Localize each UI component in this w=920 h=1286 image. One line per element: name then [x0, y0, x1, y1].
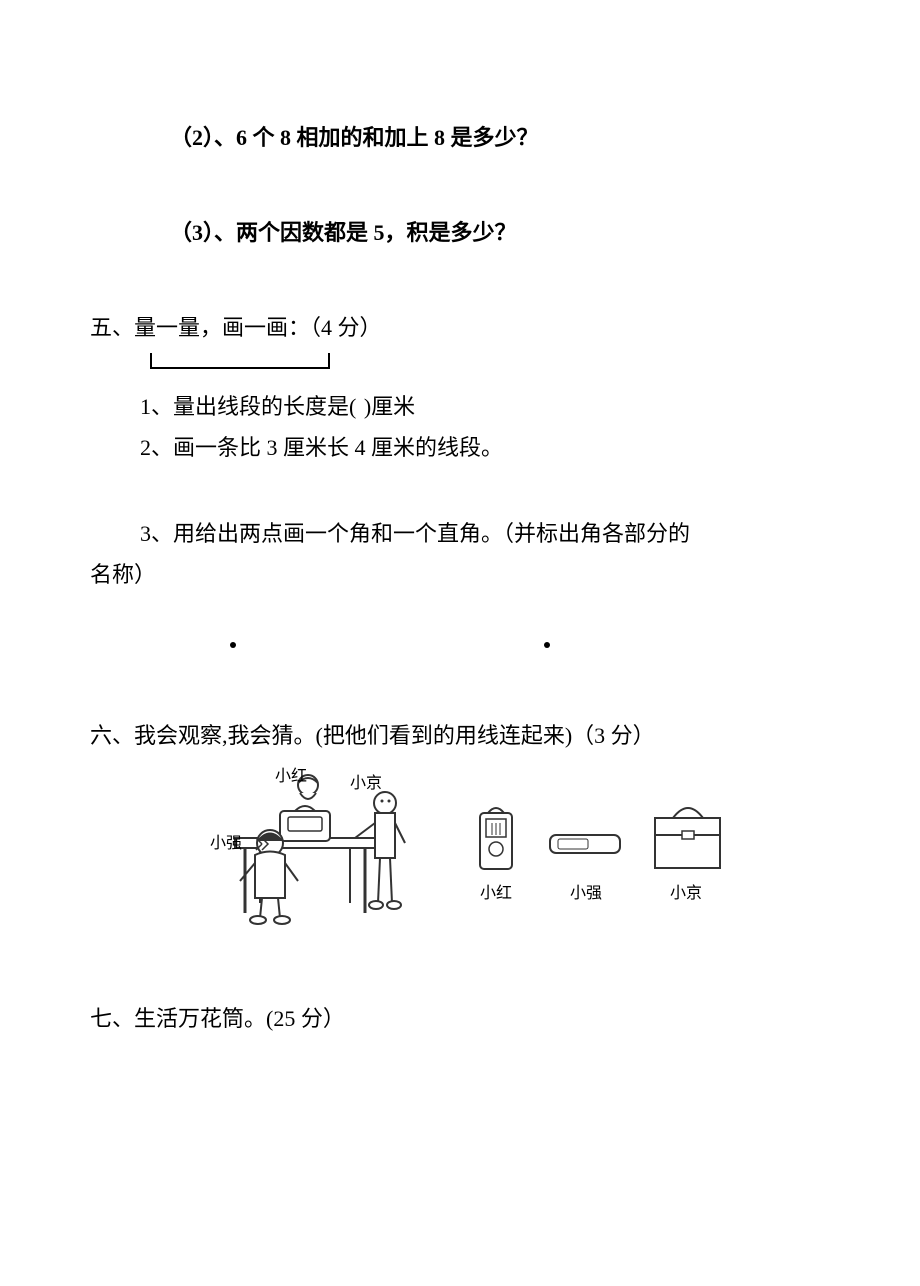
child-body-icon [300, 793, 316, 799]
line-segment-icon [150, 353, 330, 369]
child-label-xiaohong: 小红 [275, 767, 307, 785]
child-foot-icon [274, 916, 290, 924]
bag-side-icon [655, 818, 720, 868]
item1-blank [356, 394, 364, 419]
section-6-title: 六、我会观察,我会猜。(把他们看到的用线连起来)（3 分） [90, 718, 830, 753]
child-arm-icon [395, 823, 405, 843]
radio-top-detail-icon [558, 839, 588, 849]
child-head-icon [374, 792, 396, 814]
question-3: （3）、两个因数都是 5，积是多少？ [90, 215, 830, 250]
child-foot-icon [387, 901, 401, 909]
section-5-item-3-line1: 3、用给出两点画一个角和一个直角。（并标出角各部分的 [90, 516, 830, 551]
child-arm-icon [240, 863, 255, 881]
answer-label-3: 小京 [670, 884, 702, 902]
section-5-title: 五、量一量，画一画：（4 分） [90, 310, 830, 345]
child-leg-icon [378, 858, 380, 903]
section-5-item-1: 1、量出线段的长度是( )厘米 [90, 389, 830, 424]
child-arm-icon [355, 823, 375, 838]
bag-handle-icon [673, 808, 703, 818]
bag-pocket-icon [288, 817, 322, 831]
point-dot-1 [230, 642, 236, 648]
observation-illustration: 小红 小京 小强 [180, 763, 740, 933]
bag-clasp-icon [682, 831, 694, 839]
child-body-icon [255, 851, 285, 898]
section-6-illustration-wrap: 小红 小京 小强 [90, 763, 830, 942]
radio-speaker-icon [489, 842, 503, 856]
line-segment-figure [90, 356, 830, 382]
child-eye-icon [381, 799, 384, 802]
section-5-item-3-line2: 名称） [90, 557, 830, 592]
answer-label-1: 小红 [480, 884, 512, 902]
item1-suffix: )厘米 [364, 394, 415, 419]
child-foot-icon [250, 916, 266, 924]
point-dot-2 [544, 642, 550, 648]
child-body-icon [375, 813, 395, 858]
child-eye-icon [388, 799, 391, 802]
section-5-item-2: 2、画一条比 3 厘米长 4 厘米的线段。 [90, 430, 830, 465]
child-label-xiaojing: 小京 [350, 774, 382, 792]
section-7-title: 七、生活万花筒。(25 分） [90, 1001, 830, 1036]
item1-prefix: 1、量出线段的长度是( [140, 394, 356, 419]
answer-label-2: 小强 [570, 884, 602, 902]
child-arm-icon [285, 863, 298, 881]
child-leg-icon [390, 858, 392, 903]
child-leg-icon [278, 898, 280, 918]
two-points-row [90, 632, 830, 658]
child-label-xiaoqiang: 小强 [210, 834, 242, 852]
question-2: （2）、6 个 8 相加的和加上 8 是多少？ [90, 120, 830, 155]
child-foot-icon [369, 901, 383, 909]
